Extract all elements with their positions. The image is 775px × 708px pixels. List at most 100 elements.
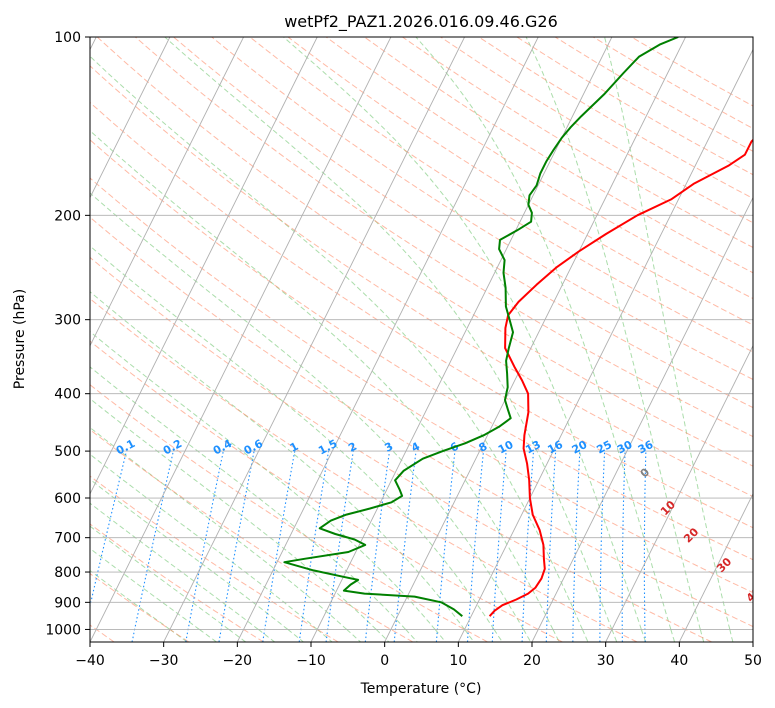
moist-adiabat-line — [199, 629, 217, 642]
isotherm-gridline — [384, 37, 686, 642]
isotherm-gridline — [678, 492, 753, 642]
x-tick-label: −10 — [296, 653, 326, 669]
mixing-ratio-line — [131, 450, 174, 642]
moist-adiabat-line — [640, 629, 647, 642]
moist-adiabat-line — [670, 629, 676, 642]
mixing-ratio-line — [298, 451, 330, 642]
moist-adiabat-line — [464, 629, 475, 642]
dry-adiabat-line — [90, 177, 753, 594]
mixing-ratio-label: 36 — [636, 438, 656, 457]
y-tick-label: 800 — [54, 565, 81, 581]
y-tick-label: 400 — [54, 387, 81, 403]
moist-adiabat-line — [90, 55, 583, 630]
mixing-ratio-label: 30 — [615, 438, 635, 457]
mixing-ratio-line — [393, 451, 417, 642]
moist-adiabat-line — [90, 453, 318, 630]
isotherm-gridline — [752, 640, 753, 642]
moist-adiabat-line — [346, 629, 361, 642]
mixing-ratio-line — [466, 451, 485, 642]
moist-adiabat-line — [90, 569, 171, 630]
dry-adiabat-line — [90, 298, 638, 642]
mixing-ratio-label: 16 — [545, 438, 565, 457]
y-tick-label: 600 — [54, 491, 81, 507]
moist-adiabat-line — [611, 629, 618, 642]
x-axis: −40 −30 −20 −10 0 10 20 30 40 50 — [75, 642, 762, 669]
x-tick-label: 0 — [380, 653, 389, 669]
y-tick-label: 1000 — [45, 622, 81, 638]
dry-adiabat-line — [173, 37, 753, 409]
x-tick-label: 40 — [670, 653, 688, 669]
moist-adiabat-line — [434, 629, 446, 642]
moist-adiabat-line — [405, 629, 418, 642]
y-tick-label: 100 — [54, 30, 81, 46]
isotherm-gridline — [90, 37, 244, 347]
temperature-profile-line — [488, 138, 753, 617]
mixing-ratio-label: 10 — [496, 438, 516, 457]
moist-adiabat-line — [90, 502, 259, 630]
isotherm-gridline — [90, 37, 318, 495]
dewpoint-profile-line — [283, 37, 679, 617]
moist-adiabat-line — [523, 629, 532, 642]
dry-adiabat-line — [90, 384, 488, 642]
y-axis-label: Pressure (hPa) — [12, 289, 28, 389]
isotherm-gridline — [531, 196, 753, 642]
dry-adiabat-line — [249, 37, 753, 353]
moist-adiabat-line — [90, 291, 465, 630]
moist-adiabat-line — [228, 628, 246, 642]
dry-adiabat-line — [90, 523, 264, 642]
chart-title: wetPf2_PAZ1.2026.016.09.46.G26 — [284, 12, 558, 32]
plot-background — [90, 37, 753, 642]
moist-adiabat-label: 40 — [744, 584, 764, 604]
moist-adiabat-line — [604, 37, 731, 630]
moist-adiabat-line — [283, 37, 642, 630]
moist-adiabat-line — [90, 330, 436, 630]
dry-adiabat-line — [90, 256, 712, 642]
moist-adiabat-line — [729, 629, 734, 642]
moist-adiabat-line — [287, 629, 304, 642]
x-axis-label: Temperature (°C) — [360, 681, 482, 697]
y-tick-label: 500 — [54, 444, 81, 460]
moist-adiabat-line — [257, 629, 276, 642]
dry-adiabat-line — [90, 475, 339, 642]
x-tick-label: −40 — [75, 653, 105, 669]
moist-adiabat-line — [316, 629, 333, 642]
moist-adiabat-line — [415, 37, 672, 630]
moist-adiabat-line — [90, 478, 289, 630]
y-axis: 100 200 300 400 500 600 700 800 900 1000 — [45, 30, 90, 638]
moist-adiabat-line — [164, 37, 613, 630]
x-tick-label: 20 — [523, 653, 541, 669]
moist-adiabat-line — [699, 629, 705, 642]
x-tick-label: 30 — [597, 653, 615, 669]
mixing-ratio-line — [435, 451, 456, 642]
mixing-ratio-label: 13 — [523, 438, 543, 457]
mixing-ratio-line — [90, 450, 128, 609]
isotherm-gridline — [90, 37, 392, 642]
moist-adiabat-line — [90, 398, 377, 630]
mixing-ratio-line — [364, 451, 391, 642]
moist-adiabat-line — [90, 192, 524, 630]
moist-adiabats — [90, 37, 734, 642]
y-tick-label: 700 — [54, 531, 81, 547]
isotherm-gridline — [236, 37, 539, 642]
y-tick-label: 900 — [54, 595, 81, 611]
dry-adiabat-line — [90, 216, 753, 628]
dry-adiabat-line — [90, 340, 563, 642]
isotherm-gridline — [457, 48, 753, 642]
dry-adiabat-line — [90, 101, 753, 529]
dry-adiabat-line — [90, 572, 190, 642]
y-tick-label: 200 — [54, 208, 81, 224]
x-tick-label: 10 — [449, 653, 467, 669]
moist-adiabat-line — [581, 629, 589, 642]
x-tick-label: −20 — [223, 653, 253, 669]
isotherm-gridline — [90, 37, 171, 199]
dry-adiabat-label: -10 — [13, 412, 37, 435]
dry-adiabat-line — [287, 37, 753, 326]
mixing-ratio-label: 25 — [594, 438, 614, 457]
moist-adiabat-line — [375, 629, 390, 642]
x-tick-label: −30 — [149, 653, 179, 669]
moist-adiabat-line — [90, 366, 406, 630]
isotherm-gridline — [163, 37, 465, 642]
dry-adiabat-line — [134, 37, 753, 438]
moist-adiabat-line — [90, 245, 495, 630]
